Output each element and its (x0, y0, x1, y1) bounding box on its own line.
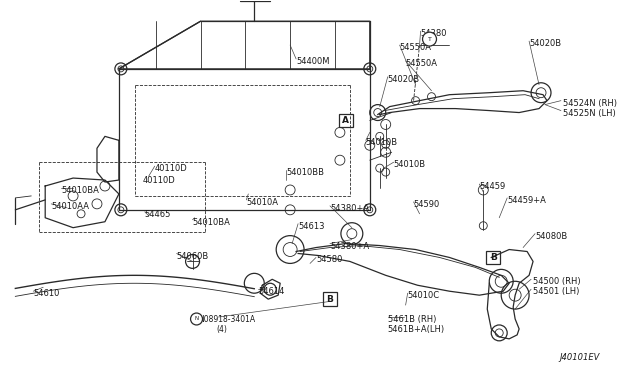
Text: 54380+A: 54380+A (330, 241, 369, 251)
Circle shape (422, 32, 436, 46)
Text: 5461B+A(LH): 5461B+A(LH) (388, 325, 445, 334)
Text: 40110D: 40110D (155, 164, 188, 173)
Text: 54400M: 54400M (296, 57, 330, 66)
Text: 54465: 54465 (145, 210, 171, 219)
Text: 54010AA: 54010AA (51, 202, 89, 211)
Text: B: B (490, 253, 497, 262)
Text: 54550A: 54550A (399, 43, 431, 52)
Text: 54010BA: 54010BA (61, 186, 99, 195)
Text: N: N (195, 317, 198, 321)
Text: 54525N (LH): 54525N (LH) (563, 109, 616, 118)
Bar (339, 113, 353, 128)
Text: 54580: 54580 (316, 256, 342, 264)
Text: 54010BA: 54010BA (193, 218, 230, 227)
Text: 54500 (RH): 54500 (RH) (533, 277, 580, 286)
Text: N08918-3401A: N08918-3401A (198, 315, 255, 324)
Text: 5461B (RH): 5461B (RH) (388, 315, 436, 324)
Text: 54010B: 54010B (394, 160, 426, 169)
Text: 54020B: 54020B (529, 39, 561, 48)
Text: A: A (342, 116, 349, 125)
Text: 54501 (LH): 54501 (LH) (533, 287, 579, 296)
Text: 54614: 54614 (259, 287, 285, 296)
Text: 54459: 54459 (479, 182, 506, 191)
Text: 40110D: 40110D (143, 176, 175, 185)
Text: 54590: 54590 (413, 200, 440, 209)
Text: 54459+A: 54459+A (507, 196, 546, 205)
Text: T: T (428, 36, 431, 42)
Text: 54610: 54610 (33, 289, 60, 298)
Text: 54613: 54613 (298, 222, 324, 231)
Text: 54010C: 54010C (408, 291, 440, 300)
Bar (486, 250, 500, 264)
Text: 54380: 54380 (420, 29, 447, 38)
Text: (4): (4) (216, 325, 227, 334)
Text: J40101EV: J40101EV (559, 353, 599, 362)
Circle shape (191, 313, 202, 325)
Text: 54060B: 54060B (177, 251, 209, 260)
Text: 54010B: 54010B (366, 138, 398, 147)
Text: 54010A: 54010A (246, 198, 278, 207)
Bar (323, 292, 337, 306)
Text: 54020B: 54020B (388, 75, 420, 84)
Text: 54550A: 54550A (406, 59, 438, 68)
Text: 54380+A: 54380+A (330, 204, 369, 213)
Text: 54524N (RH): 54524N (RH) (563, 99, 617, 108)
Text: 54080B: 54080B (535, 232, 567, 241)
Text: B: B (326, 295, 333, 304)
Text: 54010BB: 54010BB (286, 168, 324, 177)
